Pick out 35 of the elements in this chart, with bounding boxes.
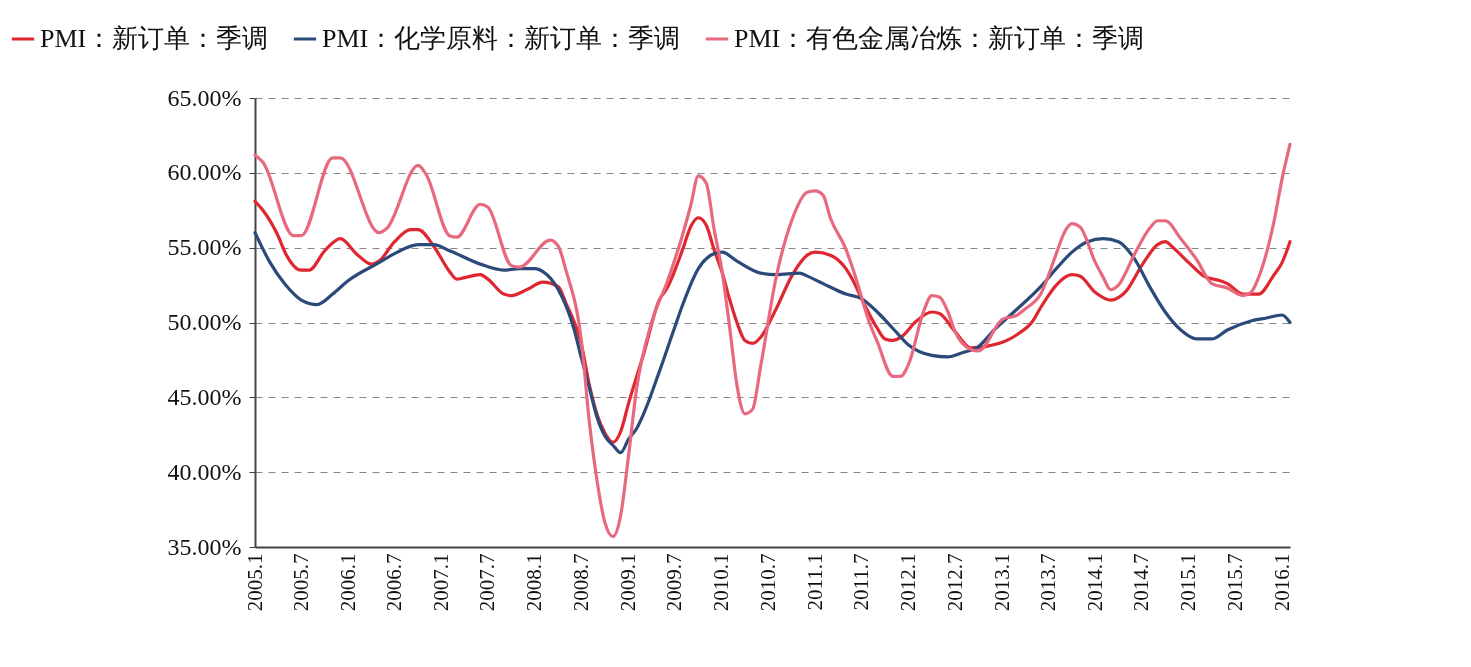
legend-label: PMI：新订单：季调 <box>40 24 269 53</box>
y-tick-label: 45.00% <box>167 383 242 410</box>
x-tick-label: 2015.1 <box>1176 553 1201 612</box>
x-tick-label: 2006.1 <box>335 553 360 612</box>
x-tick-label: 2005.7 <box>288 553 313 612</box>
line-series <box>253 231 1292 455</box>
x-tick-label: 2016.1 <box>1269 553 1294 612</box>
x-tick-label: 2012.1 <box>896 553 921 612</box>
x-tick-label: 2013.1 <box>989 553 1014 612</box>
y-tick-label: 50.00% <box>167 309 242 335</box>
x-tick-label: 2009.7 <box>662 553 687 612</box>
x-tick-label: 2007.1 <box>429 553 454 612</box>
y-tick-label: 40.00% <box>167 458 242 485</box>
x-tick-label: 2013.7 <box>1035 553 1060 612</box>
y-tick-label: 65.00% <box>167 84 242 111</box>
x-tick-label: 2014.1 <box>1082 553 1107 612</box>
x-tick-label: 2011.1 <box>802 553 827 611</box>
legend-label: PMI：有色金属冶炼：新订单：季调 <box>734 24 1145 53</box>
legend-label: PMI：化学原料：新订单：季调 <box>322 24 681 53</box>
x-tick-label: 2007.7 <box>475 553 500 612</box>
x-tick-label: 2010.7 <box>755 553 780 612</box>
x-tick-label: 2008.1 <box>522 553 547 612</box>
y-tick-label: 55.00% <box>167 234 242 261</box>
x-tick-label: 2015.7 <box>1222 553 1247 612</box>
line-series <box>253 142 1292 539</box>
x-tick-label: 2011.7 <box>848 553 873 611</box>
y-tick-label: 60.00% <box>167 159 242 186</box>
x-tick-label: 2009.1 <box>616 553 641 612</box>
x-tick-label: 2010.1 <box>709 553 734 612</box>
x-tick-label: 2005.1 <box>242 553 267 612</box>
x-tick-label: 2012.7 <box>942 553 967 612</box>
x-tick-label: 2014.7 <box>1129 553 1154 612</box>
x-tick-label: 2006.7 <box>382 553 407 612</box>
x-tick-label: 2008.7 <box>569 553 594 612</box>
y-tick-label: 35.00% <box>167 533 242 560</box>
